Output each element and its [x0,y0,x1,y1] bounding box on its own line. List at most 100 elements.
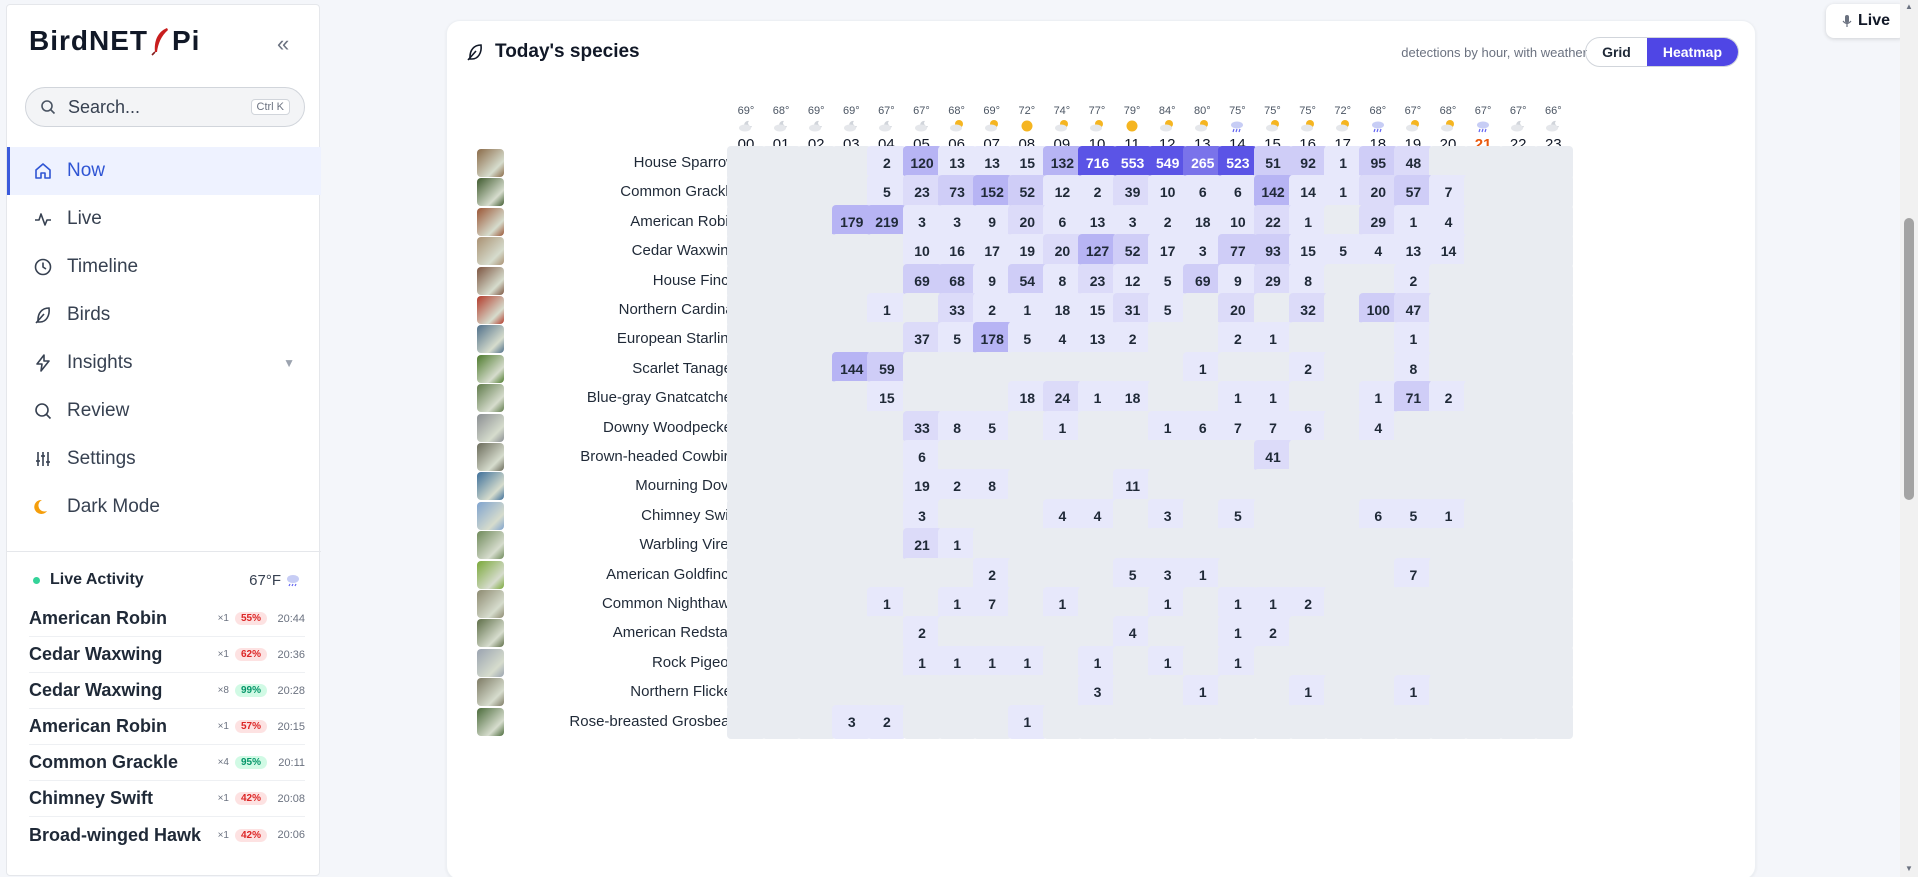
heatmap-cell[interactable]: 95 [1358,146,1398,180]
heatmap-cell[interactable]: 10 [1148,175,1188,210]
bird-thumbnail[interactable] [477,207,504,236]
heatmap-cell[interactable] [1358,263,1398,298]
heatmap-cell[interactable] [797,645,837,680]
heatmap-cell[interactable] [762,704,802,739]
heatmap-cell[interactable]: 5 [972,410,1012,445]
heatmap-view-button[interactable]: Heatmap [1646,38,1738,66]
heatmap-cell[interactable]: 4 [1358,234,1398,269]
heatmap-cell[interactable] [1534,645,1574,680]
heatmap-cell[interactable]: 18 [1183,204,1223,239]
species-name[interactable]: Scarlet Tanager [632,359,737,377]
heatmap-cell[interactable] [1464,704,1504,739]
species-row[interactable]: Rose-breasted Grosbeak 3 2 1 [477,704,1757,740]
heatmap-cell[interactable] [1042,528,1082,563]
heatmap-cell[interactable] [797,498,837,533]
heatmap-cell[interactable]: 2 [1218,322,1258,357]
heatmap-cell[interactable] [937,351,977,386]
heatmap-cell[interactable] [972,528,1012,563]
heatmap-cell[interactable]: 2 [1393,263,1433,298]
heatmap-cell[interactable] [1534,440,1574,474]
heatmap-cell[interactable] [1042,557,1082,592]
heatmap-cell[interactable] [1358,528,1398,563]
heatmap-cell[interactable]: 22 [1253,204,1293,239]
heatmap-cell[interactable] [1464,528,1504,563]
heatmap-cell[interactable] [937,381,977,416]
heatmap-cell[interactable]: 2 [1113,322,1153,357]
heatmap-cell[interactable] [1183,322,1223,357]
heatmap-cell[interactable] [1148,440,1188,474]
heatmap-cell[interactable] [1358,616,1398,651]
heatmap-cell[interactable] [1183,587,1223,621]
heatmap-cell[interactable] [1499,675,1539,710]
heatmap-cell[interactable] [1499,175,1539,210]
heatmap-cell[interactable]: 6 [902,440,942,474]
heatmap-cell[interactable] [1323,381,1363,416]
heatmap-cell[interactable]: 13 [937,146,977,180]
chevron-down-icon[interactable]: ▼ [283,356,295,370]
heatmap-cell[interactable] [1078,616,1117,651]
heatmap-cell[interactable] [762,498,802,533]
grid-view-button[interactable]: Grid [1602,44,1631,60]
heatmap-cell[interactable] [902,587,942,621]
heatmap-cell[interactable] [1148,616,1188,651]
heatmap-cell[interactable]: 69 [902,263,942,298]
species-name[interactable]: Common Nighthawk [601,595,737,612]
heatmap-cell[interactable] [727,704,766,739]
heatmap-cell[interactable] [1534,469,1574,504]
heatmap-cell[interactable]: 3 [902,498,942,533]
heatmap-cell[interactable]: 77 [1218,234,1258,269]
heatmap-cell[interactable]: 178 [972,322,1012,357]
heatmap-cell[interactable] [1007,675,1047,710]
species-row[interactable]: Northern Flicker 3 1 1 1 [477,674,1757,710]
heatmap-cell[interactable]: 20 [1007,204,1047,239]
heatmap-cell[interactable]: 1 [937,587,977,621]
heatmap-cell[interactable] [797,440,837,474]
heatmap-cell[interactable]: 18 [1007,381,1047,416]
heatmap-cell[interactable] [1253,557,1293,592]
heatmap-cell[interactable]: 7 [972,587,1012,621]
heatmap-cell[interactable] [1218,469,1258,504]
heatmap-cell[interactable]: 15 [867,381,907,416]
heatmap-cell[interactable] [762,557,802,592]
heatmap-cell[interactable] [1007,616,1047,651]
heatmap-cell[interactable] [1113,645,1153,680]
heatmap-cell[interactable] [1323,498,1363,533]
species-name[interactable]: House Finch [652,271,737,289]
heatmap-cell[interactable] [1078,410,1117,445]
heatmap-cell[interactable] [902,351,942,386]
heatmap-cell[interactable]: 1 [1183,351,1223,386]
heatmap-cell[interactable]: 12 [1042,175,1082,210]
heatmap-cell[interactable]: 20 [1358,175,1398,210]
heatmap-cell[interactable] [1499,322,1539,357]
heatmap-cell[interactable] [1078,528,1117,563]
heatmap-cell[interactable] [1429,704,1468,739]
heatmap-cell[interactable] [1288,469,1328,504]
heatmap-cell[interactable]: 4 [1113,616,1153,651]
heatmap-cell[interactable] [1323,675,1363,710]
heatmap-cell[interactable]: 1 [902,645,942,680]
heatmap-cell[interactable] [762,322,802,357]
heatmap-cell[interactable] [1113,351,1153,386]
heatmap-cell[interactable] [867,263,907,298]
heatmap-cell[interactable] [1253,469,1293,504]
heatmap-cell[interactable]: 1 [1358,381,1398,416]
heatmap-cell[interactable] [1464,616,1504,651]
heatmap-cell[interactable] [1499,204,1539,239]
heatmap-cell[interactable]: 1 [1007,645,1047,680]
heatmap-cell[interactable] [762,204,802,239]
heatmap-cell[interactable]: 41 [1253,440,1293,474]
heatmap-cell[interactable] [1007,351,1047,386]
species-name[interactable]: Warbling Vireo [639,536,737,554]
heatmap-cell[interactable] [972,675,1012,710]
heatmap-cell[interactable]: 2 [1148,204,1188,239]
heatmap-cell[interactable] [1358,675,1398,710]
heatmap-cell[interactable]: 24 [1042,381,1082,416]
heatmap-cell[interactable] [937,557,977,592]
species-name[interactable]: Chimney Swift [641,506,737,524]
heatmap-cell[interactable]: 7 [1393,557,1433,592]
heatmap-cell[interactable] [1393,528,1433,563]
heatmap-cell[interactable] [832,498,872,533]
species-row[interactable]: American Redstart 2 4 1 2 [477,615,1757,651]
heatmap-cell[interactable] [762,440,802,474]
heatmap-cell[interactable] [832,616,872,651]
